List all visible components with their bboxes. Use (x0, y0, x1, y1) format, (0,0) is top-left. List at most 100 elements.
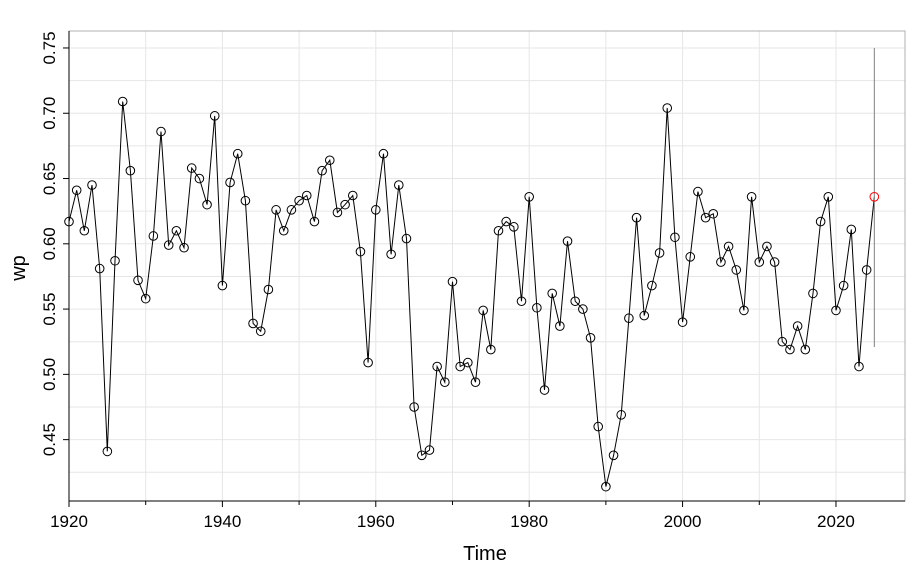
grid (68, 31, 905, 501)
data-point (486, 344, 496, 355)
data-point (194, 173, 205, 184)
data-point (585, 333, 596, 343)
data-point (624, 313, 634, 324)
y-tick-label: 0.45 (40, 423, 59, 456)
data-point (762, 241, 772, 252)
data-point (463, 357, 473, 368)
data-point (156, 126, 166, 137)
data-point (555, 321, 565, 331)
y-axis: 0.45 0.50 0.55 0.60 0.65 0.70 0.75 (40, 31, 70, 501)
x-axis: 1920 1940 1960 1980 2000 2020 (50, 500, 905, 531)
data-point (186, 163, 197, 173)
y-tick-label: 0.55 (40, 293, 59, 326)
data-point (838, 280, 849, 291)
data-point (355, 246, 366, 257)
data-point (501, 216, 511, 227)
x-tick-label: 2000 (664, 512, 702, 531)
data-point (670, 232, 680, 243)
data-point (263, 284, 274, 295)
forecast-connector (866, 196, 875, 270)
data-point (278, 225, 289, 236)
data-point (693, 186, 703, 197)
data-point (578, 304, 588, 314)
data-point (570, 296, 581, 307)
data-point (386, 249, 396, 260)
data-point (248, 318, 258, 329)
data-point (225, 177, 235, 188)
data-point (87, 180, 97, 190)
data-point (478, 305, 488, 316)
data-point (716, 257, 726, 267)
data-point (294, 195, 304, 206)
data-point (608, 450, 619, 461)
x-tick-label: 1980 (510, 512, 548, 531)
data-point (148, 231, 159, 241)
data-point (317, 165, 327, 176)
data-point (455, 361, 465, 372)
data-point (301, 190, 312, 201)
data-point (647, 280, 657, 291)
series-line (68, 101, 868, 487)
x-tick-label: 1920 (50, 512, 88, 531)
data-point (370, 205, 381, 215)
x-tick-label: 1960 (357, 512, 395, 531)
data-point (470, 377, 481, 387)
data-point (71, 185, 82, 196)
y-tick-label: 0.60 (40, 227, 59, 260)
data-point (708, 208, 719, 219)
data-point (746, 192, 757, 202)
y-tick-label: 0.75 (40, 31, 59, 64)
y-tick-label: 0.70 (40, 97, 59, 130)
data-point (179, 242, 189, 253)
data-point (654, 248, 665, 258)
data-point (509, 222, 519, 232)
data-point (209, 111, 220, 121)
data-point (532, 302, 542, 313)
x-tick-label: 1940 (203, 512, 241, 531)
data-point (332, 207, 343, 218)
data-point (754, 257, 765, 267)
data-point (800, 344, 811, 355)
data-point (815, 216, 826, 227)
data-point (639, 310, 650, 321)
data-point (854, 361, 864, 372)
data-point (562, 236, 573, 246)
data-point (524, 192, 534, 202)
data-point (324, 155, 335, 166)
data-point (792, 321, 803, 331)
data-point (662, 103, 673, 113)
data-point (240, 195, 251, 206)
data-point (347, 190, 358, 201)
data-point (401, 233, 412, 244)
data-point (539, 385, 550, 395)
data-point (785, 344, 795, 355)
forecast-layer (866, 47, 880, 347)
data-point (846, 224, 857, 235)
data-point (677, 317, 688, 327)
data-point (731, 265, 742, 275)
data-point (363, 357, 373, 368)
data-point (823, 192, 834, 202)
data-point (424, 445, 435, 455)
data-point (631, 212, 642, 223)
data-point (133, 275, 143, 286)
y-tick-label: 0.65 (40, 162, 59, 195)
data-point (616, 410, 627, 420)
data-point (409, 402, 419, 412)
data-point (493, 225, 504, 236)
data-point (808, 288, 818, 299)
data-point (94, 263, 105, 274)
data-point (102, 446, 113, 457)
data-point (125, 165, 136, 176)
data-point (769, 257, 780, 267)
data-point (601, 481, 611, 492)
y-tick-label: 0.50 (40, 358, 59, 391)
data-point (232, 148, 243, 159)
data-point (286, 205, 297, 215)
data-point (685, 252, 696, 262)
x-tick-label: 2020 (817, 512, 855, 531)
data-point (593, 421, 604, 432)
data-point (163, 240, 174, 250)
data-point (739, 305, 749, 316)
